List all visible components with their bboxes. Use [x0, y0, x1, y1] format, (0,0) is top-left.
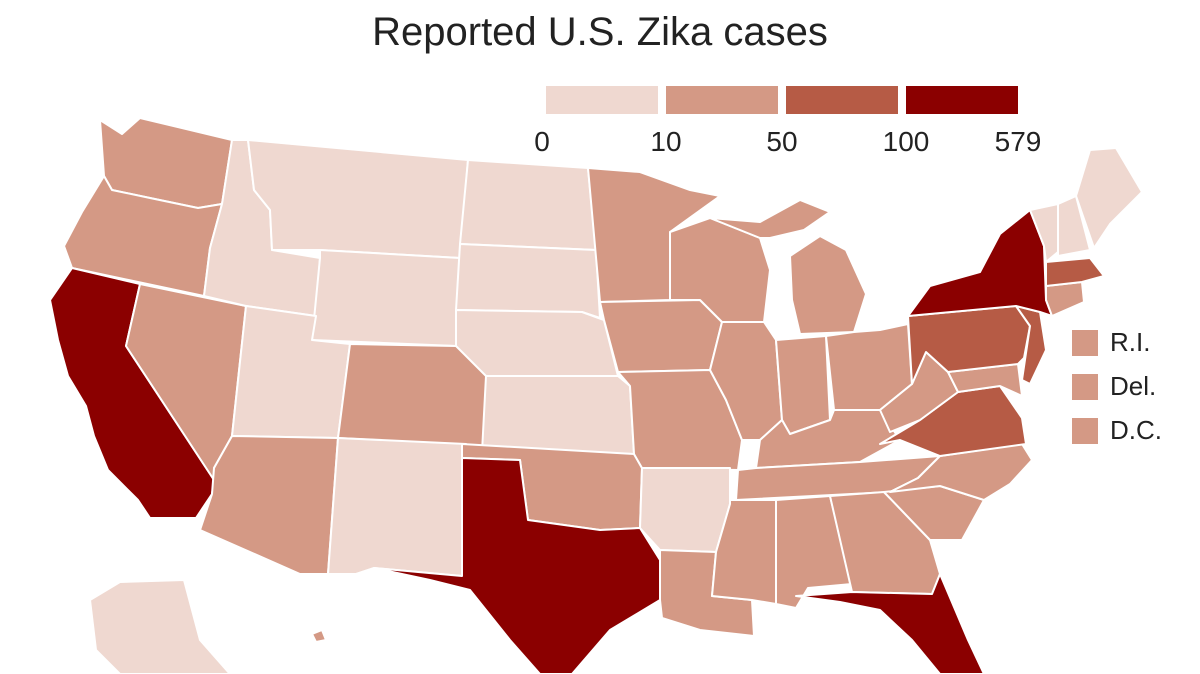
legend-tick-3: 100 [882, 126, 930, 157]
inset-de-swatch [1072, 374, 1098, 400]
legend-swatch-2 [786, 86, 898, 114]
legend: 0 10 50 100 579 [520, 86, 1060, 166]
state-co [337, 343, 491, 447]
legend-tick-4: 579 [994, 126, 1042, 157]
state-tx [373, 457, 661, 674]
state-me [1075, 147, 1143, 249]
state-in [775, 335, 831, 435]
state-ny [907, 209, 1053, 317]
state-mi [789, 235, 867, 335]
legend-swatch-1 [666, 86, 778, 114]
state-mt [247, 139, 469, 259]
state-az [199, 435, 339, 575]
legend-swatch-3 [906, 86, 1018, 114]
state-nm [327, 437, 467, 577]
legend-tick-0: 0 [534, 126, 550, 157]
map-title: Reported U.S. Zika cases [372, 10, 828, 54]
state-nh [1057, 195, 1091, 257]
state-fl [795, 573, 985, 674]
state-ma [1045, 257, 1105, 287]
legend-tick-1: 10 [650, 126, 682, 157]
inset-dc-swatch [1072, 418, 1098, 444]
legend-tick-2: 50 [766, 126, 798, 157]
state-sd [455, 243, 601, 319]
inset-ri-label: R.I. [1110, 327, 1151, 357]
legend-swatch-0 [546, 86, 658, 114]
state-mi-upper [709, 199, 831, 239]
state-nc [889, 443, 1033, 501]
state-hi [311, 629, 327, 643]
state-ar [639, 467, 731, 553]
inset-dc-label: D.C. [1110, 415, 1162, 445]
state-ne [455, 309, 619, 377]
state-ia [599, 299, 723, 373]
state-vt [1029, 203, 1059, 263]
state-wy [311, 249, 461, 347]
inset-ri-swatch [1072, 330, 1098, 356]
state-ak [89, 579, 231, 674]
state-ct [1045, 281, 1085, 317]
state-ks [481, 375, 635, 455]
inset-de-label: Del. [1110, 371, 1157, 401]
state-nd [459, 159, 597, 251]
